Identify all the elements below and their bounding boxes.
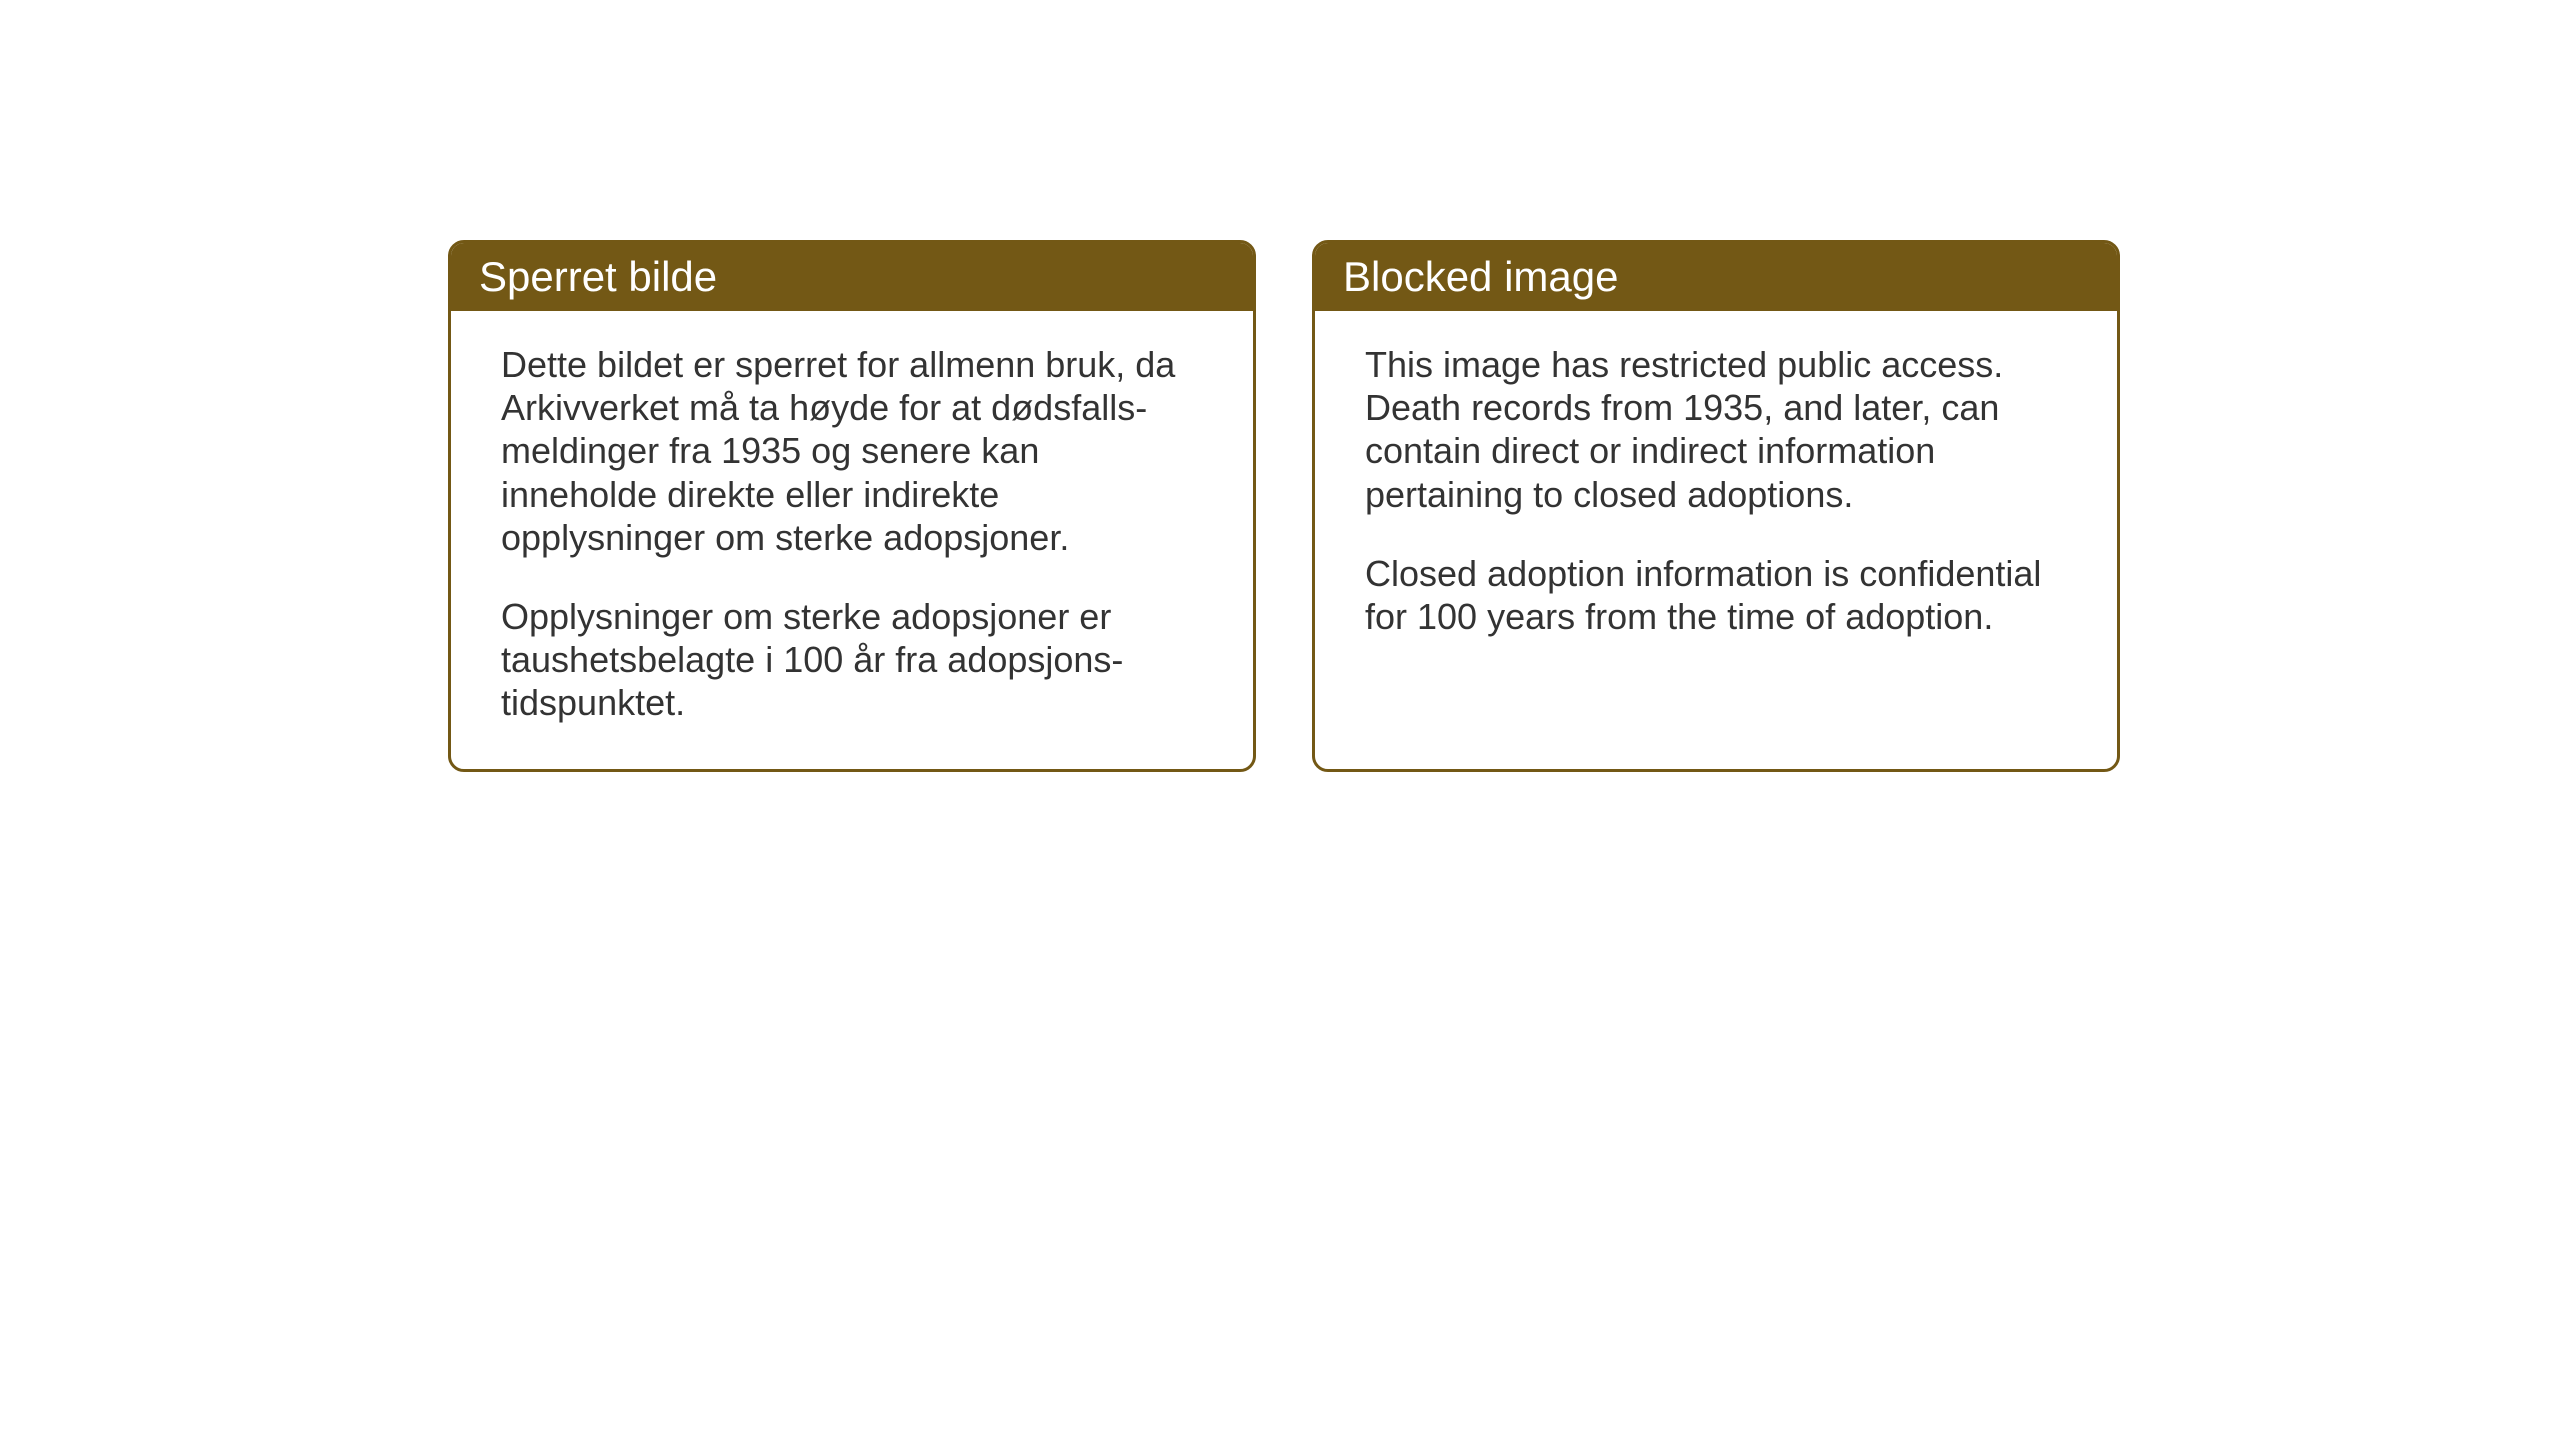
english-panel: Blocked image This image has restricted … <box>1312 240 2120 772</box>
norwegian-panel-title: Sperret bilde <box>451 243 1253 311</box>
english-paragraph-1: This image has restricted public access.… <box>1365 343 2067 516</box>
english-panel-title: Blocked image <box>1315 243 2117 311</box>
norwegian-paragraph-1: Dette bildet er sperret for allmenn bruk… <box>501 343 1203 559</box>
norwegian-panel: Sperret bilde Dette bildet er sperret fo… <box>448 240 1256 772</box>
english-paragraph-2: Closed adoption information is confident… <box>1365 552 2067 638</box>
english-panel-body: This image has restricted public access.… <box>1315 311 2117 682</box>
norwegian-panel-body: Dette bildet er sperret for allmenn bruk… <box>451 311 1253 769</box>
norwegian-paragraph-2: Opplysninger om sterke adopsjoner er tau… <box>501 595 1203 725</box>
panels-container: Sperret bilde Dette bildet er sperret fo… <box>448 240 2120 772</box>
